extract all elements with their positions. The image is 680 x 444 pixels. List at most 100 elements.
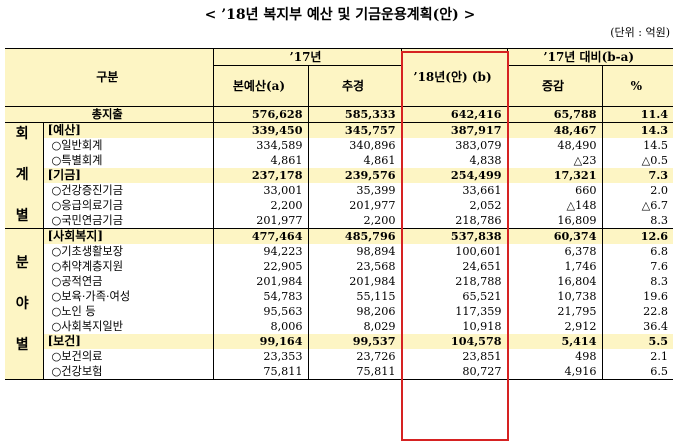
cell-a: 237,178: [213, 168, 309, 183]
cell-a: 334,589: [213, 138, 309, 153]
table-row: ○노인 등 95,563 98,206 117,359 21,795 22.8: [5, 304, 673, 319]
row-label: ○취약계층지원: [43, 259, 214, 274]
cell-supp: 99,537: [308, 334, 402, 349]
table-row: ○보건의료 23,353 23,726 23,851 498 2.1: [5, 349, 673, 364]
group-char: 계: [15, 167, 29, 183]
cell-a: 201,977: [213, 213, 309, 229]
group-char: 회: [15, 126, 29, 142]
header-pct: %: [602, 65, 674, 107]
table-row: ○취약계층지원 22,905 23,568 24,651 1,746 7.6: [5, 259, 673, 274]
cell-a: 201,984: [213, 274, 309, 289]
cell-diff: 48,490: [507, 138, 603, 153]
group-char: 분: [15, 254, 29, 271]
cell-supp: 98,894: [308, 244, 402, 259]
cell-diff: 1,746: [507, 259, 603, 274]
cell-a: 576,628: [213, 106, 309, 123]
cell-pct: 7.3: [602, 168, 674, 183]
cell-diff: 60,374: [507, 228, 603, 244]
cell-pct: 6.5: [602, 364, 674, 380]
table-row: ○건강증진기금 33,001 35,399 33,661 660 2.0: [5, 183, 673, 198]
cell-diff: 660: [507, 183, 603, 198]
cell-b: 10,918: [401, 319, 508, 334]
row-label: ○응급의료기금: [43, 198, 214, 213]
budget-table: 구분 ’17년 ’18년(안) (b) ’17년 대비(b-a) 본예산(a) …: [5, 48, 674, 380]
cell-pct: 6.8: [650, 245, 669, 258]
page-title: < ’18년 복지부 예산 및 기금운용계획(안) >: [204, 7, 476, 23]
cell-diff: 16,804: [507, 274, 603, 289]
header-supp: 추경: [308, 65, 402, 107]
cell-diff: 10,738: [507, 289, 603, 304]
cell-a: 22,905: [213, 259, 309, 274]
cell-supp: 23,726: [308, 349, 402, 364]
cell-a: 339,450: [213, 122, 309, 138]
cell-pct: 12.6: [602, 228, 674, 244]
cell-pct: △0.5: [641, 154, 669, 167]
row-label: ○기초생활보장: [43, 244, 214, 259]
row-label: ○보건의료: [43, 349, 214, 364]
table-row: ○국민연금기금 201,977 2,200 218,786 16,809 8.3: [5, 213, 674, 229]
cell-a: 94,223: [213, 244, 309, 259]
cell-supp: 201,977: [308, 198, 402, 213]
cell-supp: 75,811: [308, 364, 402, 380]
table-row: ○일반회계 334,589 340,896 383,079 48,490 14.5: [5, 138, 673, 153]
cell-pct: 7.6: [650, 260, 669, 273]
row-label: ○건강증진기금: [43, 183, 214, 198]
cell-b: 24,651: [401, 259, 508, 274]
cell-a: 2,200: [213, 198, 309, 213]
cell-pct: 22.8: [643, 305, 669, 318]
cell-a: 4,861: [213, 153, 309, 168]
cell-b: 65,521: [401, 289, 508, 304]
table-row: ○응급의료기금 2,200 201,977 2,052 △148 △6.7: [5, 198, 673, 213]
cell-b: 117,359: [401, 304, 508, 319]
cell-b: 537,838: [401, 228, 508, 244]
cell-supp: 201,984: [308, 274, 402, 289]
table-row: ○공적연금 201,984 201,984 218,788 16,804 8.3: [5, 274, 673, 289]
cell-diff: 2,912: [507, 319, 603, 334]
row-label: ○국민연금기금: [43, 213, 214, 229]
row-label: [사회복지]: [43, 228, 214, 244]
cell-b: 80,727: [401, 364, 508, 380]
subtotal-row: 회 계 별 [예산] 339,450 345,757 387,917 48,467 14.3: [5, 122, 674, 229]
table-row: ○보육·가족·여성 54,783 55,115 65,521 10,738 19.6: [5, 289, 673, 304]
cell-b: 4,838: [401, 153, 508, 168]
table-row: ○사회복지일반 8,006 8,029 10,918 2,912 36.4: [5, 319, 673, 334]
group-char: 야: [15, 295, 29, 312]
cell-a: 54,783: [213, 289, 309, 304]
cell-diff: 48,467: [507, 122, 603, 138]
row-label: ○사회복지일반: [43, 319, 214, 334]
cell-diff: 16,809: [507, 213, 603, 229]
cell-b: 33,661: [401, 183, 508, 198]
cell-b: 2,052: [401, 198, 508, 213]
cell-b: 383,079: [401, 138, 508, 153]
cell-supp: 98,206: [308, 304, 402, 319]
group-char: 별: [15, 336, 29, 353]
cell-diff: 65,788: [507, 106, 603, 123]
cell-diff: 21,795: [507, 304, 603, 319]
cell-pct: 8.3: [602, 213, 674, 229]
unit-note: (단위 : 억원): [610, 26, 670, 39]
header-17: ’17년: [213, 48, 402, 66]
cell-diff: 4,916: [507, 364, 603, 380]
subtotal-row: [보건] 99,164 99,537 104,578 5,414 5.5: [5, 334, 674, 349]
cell-pct: 11.4: [602, 106, 674, 123]
cell-supp: 23,568: [308, 259, 402, 274]
cell-diff: 5,414: [507, 334, 603, 349]
header-diff: 증감: [507, 65, 603, 107]
cell-diff: △148: [507, 198, 603, 213]
cell-b: 23,851: [401, 349, 508, 364]
cell-pct: 8.3: [650, 275, 669, 288]
row-label: ○특별회계: [43, 153, 214, 168]
cell-supp: 4,861: [308, 153, 402, 168]
header-base: 본예산(a): [213, 65, 309, 107]
row-label: [기금]: [43, 168, 214, 183]
cell-pct: 2.1: [650, 350, 669, 363]
cell-supp: 35,399: [308, 183, 402, 198]
cell-b: 100,601: [401, 244, 508, 259]
row-label: ○보육·가족·여성: [43, 289, 214, 304]
cell-a: 33,001: [213, 183, 309, 198]
cell-diff: △23: [507, 153, 603, 168]
cell-b: 387,917: [401, 122, 508, 138]
cell-a: 477,464: [213, 228, 309, 244]
